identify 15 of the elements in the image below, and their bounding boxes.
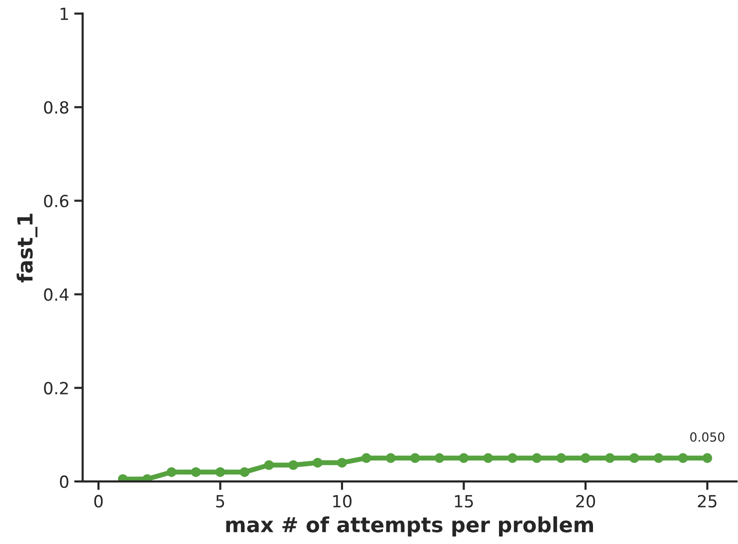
y-tick-label: 0 <box>60 475 68 488</box>
x-tick-label: 10 <box>333 494 352 508</box>
x-axis-title: max # of attempts per problem <box>226 516 593 536</box>
y-tick-label: 0.4 <box>44 288 69 301</box>
y-tick-label: 0.8 <box>44 101 68 114</box>
y-tick-label: 0.6 <box>44 194 68 208</box>
annotation: 0.050 <box>690 432 724 442</box>
x-tick-label: 20 <box>576 494 596 508</box>
x-tick-label: 0 <box>94 494 103 508</box>
x-tick-label: 15 <box>455 495 473 508</box>
x-tick-label: 5 <box>216 495 224 508</box>
y-tick-label: 1 <box>60 8 68 20</box>
y-tick-label: 0.2 <box>44 382 68 394</box>
y-axis-title: fast_1 <box>16 214 38 282</box>
x-tick-label: 25 <box>698 494 716 508</box>
